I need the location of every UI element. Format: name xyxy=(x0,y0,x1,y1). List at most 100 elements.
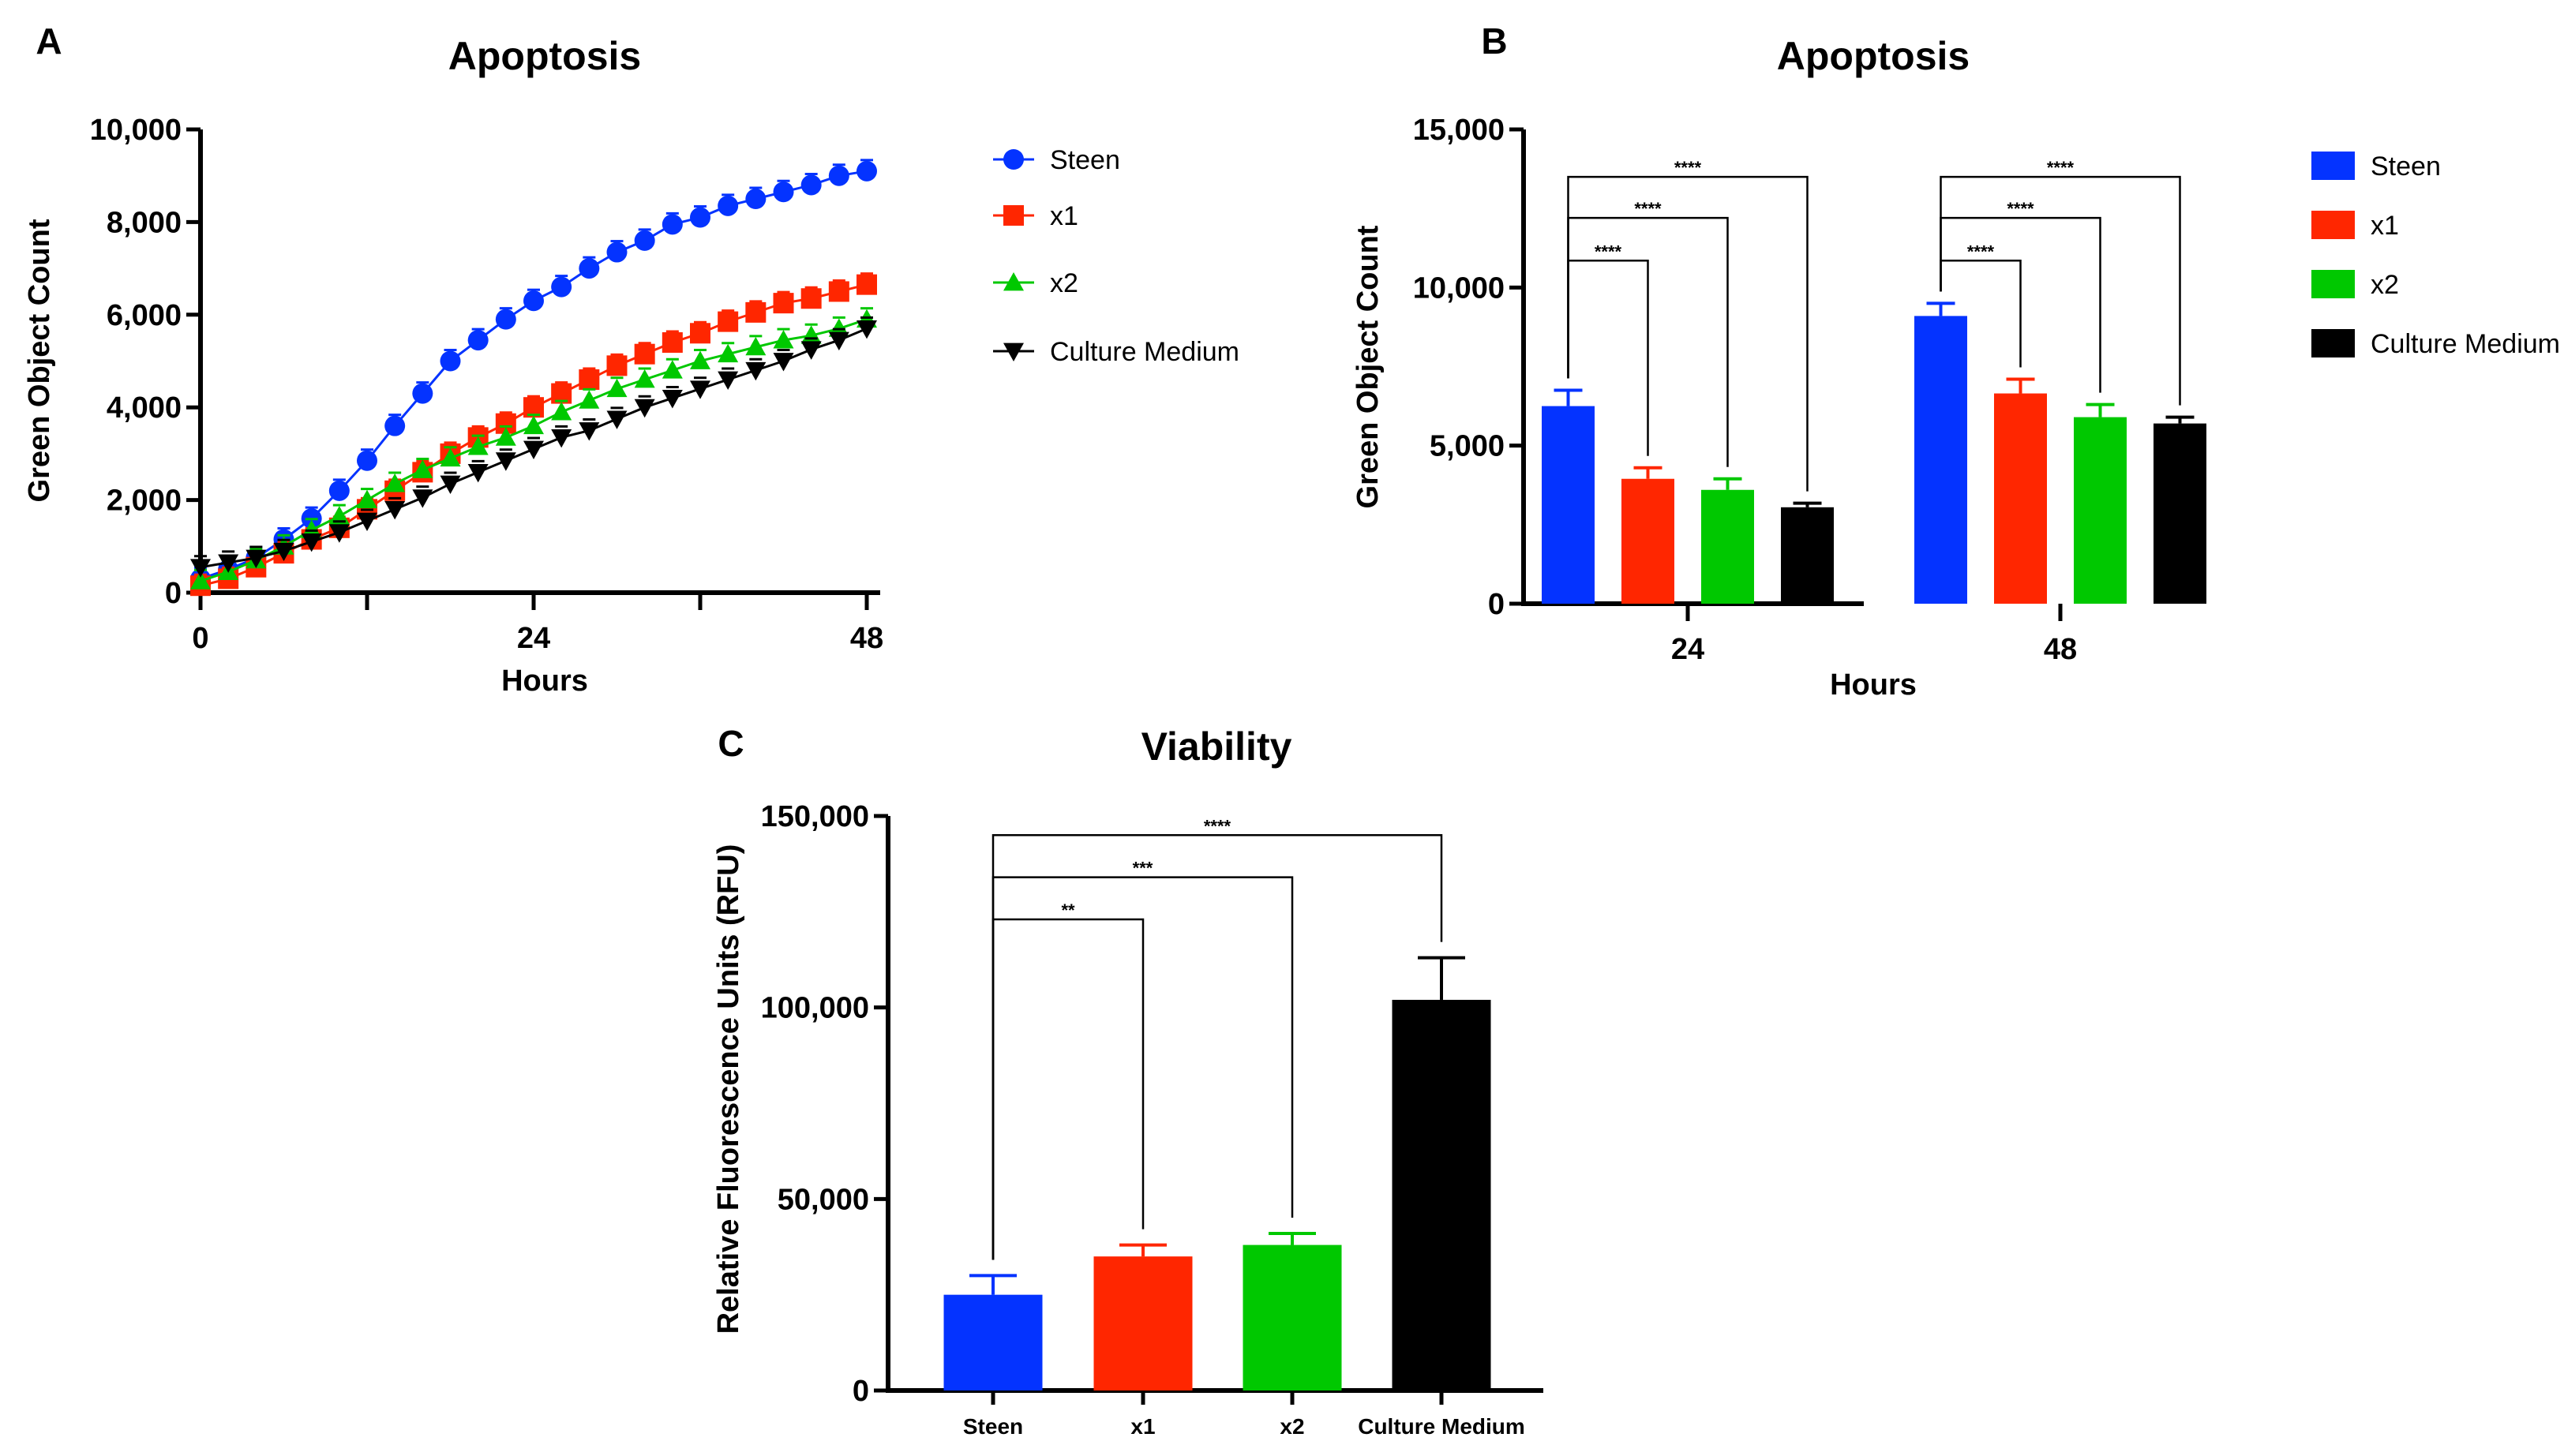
data-point xyxy=(634,369,655,388)
data-point xyxy=(246,549,267,568)
y-tick-label: 2,000 xyxy=(107,485,182,518)
significance-label: **** xyxy=(1967,241,1995,261)
x-tick-label: 24 xyxy=(517,622,550,655)
series-line-steen xyxy=(200,170,868,580)
data-point xyxy=(800,288,822,309)
legend-marker xyxy=(1003,342,1024,361)
data-point xyxy=(440,350,461,372)
data-point xyxy=(718,311,739,332)
data-point xyxy=(357,512,377,532)
data-point xyxy=(857,320,877,339)
y-tick-label: 10,000 xyxy=(1413,271,1505,305)
chart-title-b: Apoptosis xyxy=(1777,34,1970,78)
x-axis-label: Hours xyxy=(1830,668,1917,702)
data-point xyxy=(690,350,710,369)
data-point xyxy=(828,281,849,302)
data-point xyxy=(412,489,433,508)
x-tick-label: 0 xyxy=(192,622,208,655)
y-tick-label: 4,000 xyxy=(107,391,182,425)
data-point xyxy=(523,440,544,460)
bar xyxy=(1621,478,1674,604)
data-point xyxy=(190,571,211,590)
data-point xyxy=(218,554,239,573)
panel-label-c: C xyxy=(718,723,744,764)
y-tick-label: 6,000 xyxy=(107,299,182,332)
data-point xyxy=(690,380,710,399)
x-tick-label: x2 xyxy=(1280,1414,1304,1439)
data-point xyxy=(328,506,350,525)
data-point xyxy=(551,429,572,448)
data-point xyxy=(718,343,739,363)
chart-title-a: Apoptosis xyxy=(448,34,641,78)
legend-swatch xyxy=(2311,152,2355,180)
x-tick-label: 24 xyxy=(1671,633,1704,666)
data-point xyxy=(357,489,377,508)
y-tick-label: 0 xyxy=(853,1375,869,1408)
data-point xyxy=(579,422,600,441)
data-point xyxy=(579,258,600,279)
data-point xyxy=(828,331,849,351)
data-point xyxy=(690,207,710,228)
data-point xyxy=(523,290,544,312)
legend-label: x1 xyxy=(1050,201,1078,231)
data-point xyxy=(662,332,683,354)
y-axis-label: Green Object Count xyxy=(23,219,56,502)
legend-marker xyxy=(1003,149,1024,170)
data-point xyxy=(495,427,516,446)
y-tick-label: 50,000 xyxy=(778,1183,869,1216)
y-tick-label: 150,000 xyxy=(761,800,869,833)
bar xyxy=(2154,423,2206,604)
data-point xyxy=(828,165,849,186)
legend-label: x2 xyxy=(2371,270,2399,300)
x-tick-label: 48 xyxy=(2044,633,2077,666)
data-point xyxy=(301,533,322,552)
data-point xyxy=(745,361,767,381)
data-point xyxy=(662,390,683,409)
y-axis-label: Relative Fluorescence Units (RFU) xyxy=(712,844,745,1334)
data-point xyxy=(495,309,516,330)
legend-swatch xyxy=(2311,329,2355,357)
legend-label: Steen xyxy=(1050,145,1120,175)
bar xyxy=(1392,999,1491,1390)
significance-label: **** xyxy=(2007,199,2034,219)
data-point xyxy=(467,436,489,455)
y-tick-label: 5,000 xyxy=(1430,430,1505,463)
significance-label: ** xyxy=(1061,900,1075,920)
panel-label-b: B xyxy=(1481,21,1507,62)
data-point xyxy=(384,500,406,520)
bar xyxy=(1701,489,1754,604)
data-point xyxy=(440,475,461,495)
data-point xyxy=(384,473,406,492)
significance-label: *** xyxy=(1133,859,1153,878)
legend-label: x2 xyxy=(1050,268,1078,298)
series-line-x1 xyxy=(200,283,868,587)
significance-bracket xyxy=(1940,175,2181,406)
legend-marker xyxy=(1003,205,1024,226)
data-point xyxy=(718,195,739,216)
data-point xyxy=(745,336,767,356)
data-point xyxy=(857,160,877,182)
significance-bracket xyxy=(991,834,1443,1260)
data-point xyxy=(273,542,294,562)
data-point xyxy=(773,293,794,314)
data-point xyxy=(579,369,600,390)
bar xyxy=(943,1294,1043,1390)
y-tick-label: 15,000 xyxy=(1413,114,1505,147)
bar xyxy=(1542,406,1595,604)
data-point xyxy=(690,323,710,344)
legend-label: x1 xyxy=(2371,211,2399,241)
data-point xyxy=(495,452,516,471)
y-tick-label: 8,000 xyxy=(107,206,182,239)
data-point xyxy=(357,450,377,471)
bar xyxy=(1781,507,1834,604)
data-point xyxy=(634,399,655,418)
data-point xyxy=(384,415,406,436)
data-point xyxy=(662,360,683,379)
significance-label: **** xyxy=(1634,199,1662,219)
y-tick-label: 0 xyxy=(1488,588,1505,621)
x-tick-label: Culture Medium xyxy=(1358,1414,1525,1439)
data-point xyxy=(412,459,433,478)
data-point xyxy=(440,447,461,467)
significance-label: **** xyxy=(1204,816,1231,836)
